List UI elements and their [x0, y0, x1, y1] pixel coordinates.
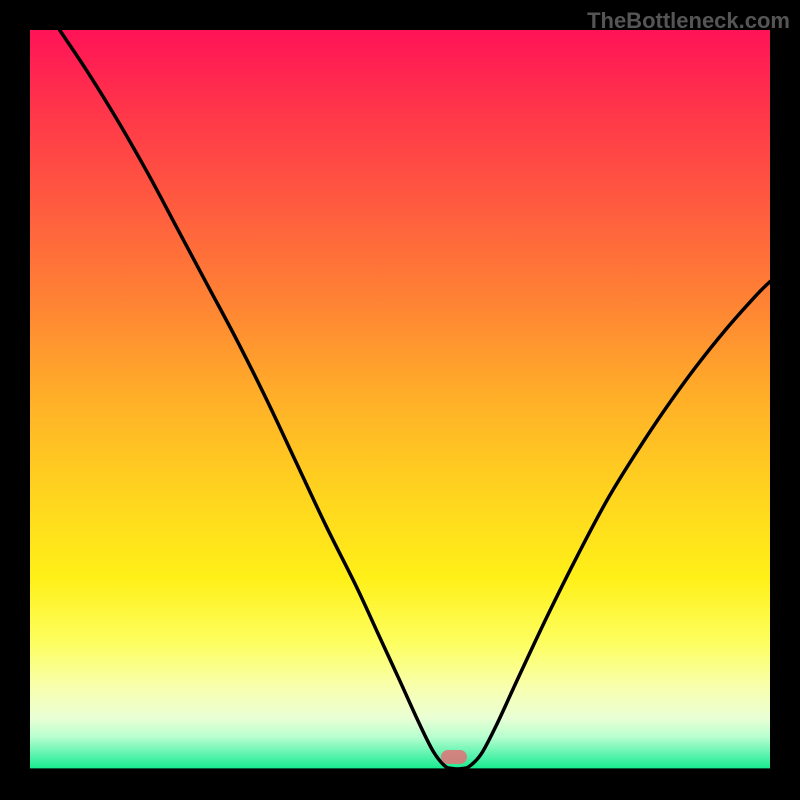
chart-stage: TheBottleneck.com: [0, 0, 800, 800]
minimum-marker: [441, 750, 467, 764]
watermark-text: TheBottleneck.com: [587, 8, 790, 34]
plot-gradient-background: [30, 30, 770, 770]
